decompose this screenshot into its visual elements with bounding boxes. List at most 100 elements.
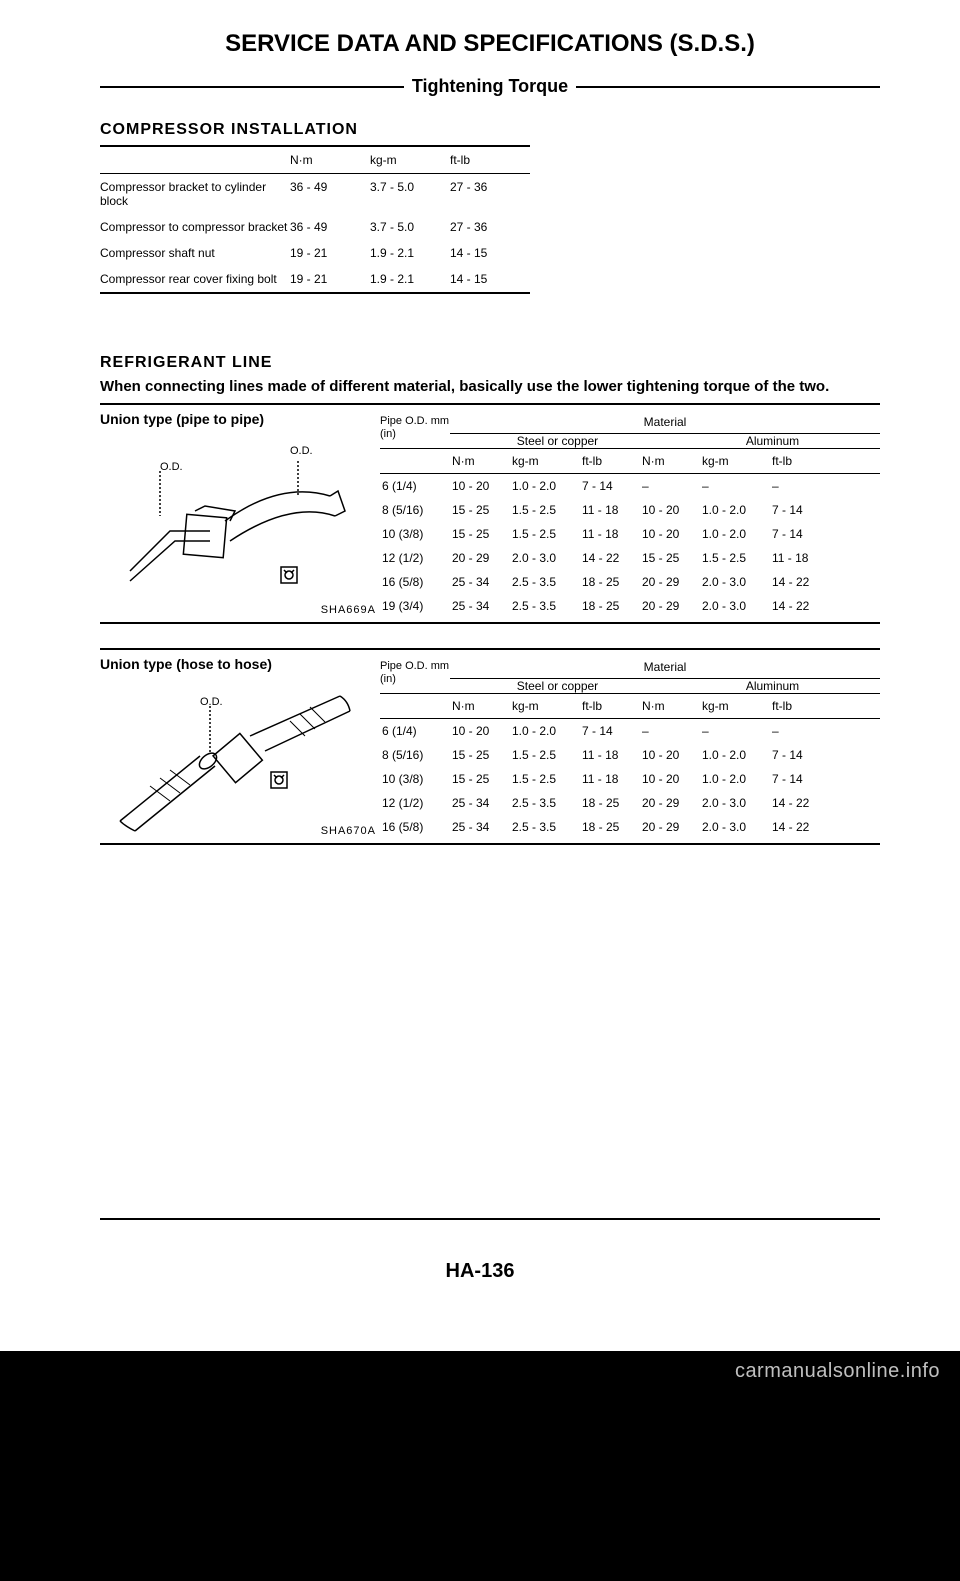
od-text: O.D. <box>160 461 183 473</box>
cell-size: 6 (1/4) <box>380 719 450 743</box>
cell-a-ftlb: 7 - 14 <box>770 498 830 522</box>
torque-icon <box>270 771 288 789</box>
cell-a-ftlb: 14 - 22 <box>770 791 830 815</box>
cell-a-ftlb: 7 - 14 <box>770 743 830 767</box>
cell-s-nm: 15 - 25 <box>450 522 510 546</box>
cell-size: 8 (5/16) <box>380 498 450 522</box>
cell-s-nm: 25 - 34 <box>450 815 510 839</box>
figure-ref: SHA669A <box>321 604 376 616</box>
unit-kgm: kg-m <box>510 694 580 718</box>
col-ftlb: ft-lb <box>450 153 530 167</box>
table-row: 10 (3/8)15 - 251.5 - 2.511 - 1810 - 201.… <box>380 522 880 546</box>
page-title: SERVICE DATA AND SPECIFICATIONS (S.D.S.) <box>100 30 880 58</box>
cell-s-nm: 25 - 34 <box>450 570 510 594</box>
cell-nm: 19 - 21 <box>290 272 370 286</box>
cell-a-kgm: – <box>700 474 770 498</box>
cell-a-nm: 10 - 20 <box>640 522 700 546</box>
table-row: Compressor to compressor bracket36 - 493… <box>100 214 530 240</box>
cell-s-kgm: 1.5 - 2.5 <box>510 743 580 767</box>
cell-a-ftlb: 14 - 22 <box>770 815 830 839</box>
cell-ftlb: 27 - 36 <box>450 180 530 208</box>
unit-row: N·m kg-m ft-lb N·m kg-m ft-lb <box>380 694 880 718</box>
cell-size: 19 (3/4) <box>380 594 450 618</box>
cell-a-kgm: 2.0 - 3.0 <box>700 815 770 839</box>
aluminum-label: Aluminum <box>665 679 880 693</box>
cell-nm: 36 - 49 <box>290 180 370 208</box>
cell-ftlb: 14 - 15 <box>450 246 530 260</box>
cell-s-kgm: 2.5 - 3.5 <box>510 791 580 815</box>
rule-right <box>576 86 880 88</box>
cell-s-ftlb: 11 - 18 <box>580 498 640 522</box>
refrigerant-note: When connecting lines made of different … <box>100 378 880 395</box>
page-number: HA-136 <box>0 1260 960 1283</box>
cell-kgm: 3.7 - 5.0 <box>370 220 450 234</box>
bottom-rule <box>100 1218 880 1220</box>
steel-label: Steel or copper <box>450 679 665 693</box>
cell-s-ftlb: 18 - 25 <box>580 815 640 839</box>
cell-s-ftlb: 11 - 18 <box>580 522 640 546</box>
cell-label: Compressor to compressor bracket <box>100 220 290 234</box>
cell-s-kgm: 2.5 - 3.5 <box>510 570 580 594</box>
aluminum-label: Aluminum <box>665 434 880 448</box>
union-pipe-block: Union type (pipe to pipe) O.D. O.D. <box>100 411 880 618</box>
cell-s-ftlb: 18 - 25 <box>580 791 640 815</box>
cell-label: Compressor bracket to cylinder block <box>100 180 290 208</box>
rule-left <box>100 86 404 88</box>
hose-data: Pipe O.D. mm (in) Material Steel or copp… <box>380 656 880 839</box>
cell-a-kgm: 1.0 - 2.0 <box>700 743 770 767</box>
cell-s-ftlb: 11 - 18 <box>580 743 640 767</box>
cell-label: Compressor shaft nut <box>100 246 290 260</box>
table-row: 16 (5/8)25 - 342.5 - 3.518 - 2520 - 292.… <box>380 570 880 594</box>
od-label: O.D. <box>290 445 313 457</box>
cell-s-kgm: 1.5 - 2.5 <box>510 767 580 791</box>
table-row: 12 (1/2)25 - 342.5 - 3.518 - 2520 - 292.… <box>380 791 880 815</box>
black-strip <box>0 1351 960 1581</box>
cell-a-kgm: 1.0 - 2.0 <box>700 522 770 546</box>
compressor-table: N·m kg-m ft-lb Compressor bracket to cyl… <box>100 145 530 294</box>
cell-a-kgm: 2.0 - 3.0 <box>700 791 770 815</box>
watermark: carmanualsonline.info <box>735 1360 940 1383</box>
table-row: 6 (1/4)10 - 201.0 - 2.07 - 14––– <box>380 474 880 498</box>
cell-size: 10 (3/8) <box>380 767 450 791</box>
unit-kgm: kg-m <box>700 449 770 473</box>
col-kgm: kg-m <box>370 153 450 167</box>
torque-icon <box>280 566 298 584</box>
od-label-2: O.D. <box>160 461 183 473</box>
subtitle: Tightening Torque <box>404 76 576 97</box>
cell-s-ftlb: 7 - 14 <box>580 474 640 498</box>
table-row: 12 (1/2)20 - 292.0 - 3.014 - 2215 - 251.… <box>380 546 880 570</box>
table-row: 8 (5/16)15 - 251.5 - 2.511 - 1810 - 201.… <box>380 743 880 767</box>
page: SERVICE DATA AND SPECIFICATIONS (S.D.S.)… <box>0 0 960 1581</box>
unit-kgm: kg-m <box>700 694 770 718</box>
refrigerant-heading: REFRIGERANT LINE <box>100 354 880 372</box>
pipe-data: Pipe O.D. mm (in) Material Steel or copp… <box>380 411 880 618</box>
cell-a-nm: – <box>640 474 700 498</box>
pipe-od-label: Pipe O.D. mm (in) <box>380 656 450 693</box>
col-nm: N·m <box>290 153 370 167</box>
subtitle-row: Tightening Torque <box>100 76 880 97</box>
unit-ftlb: ft-lb <box>580 449 640 473</box>
rule <box>100 403 880 405</box>
table-row: Compressor rear cover fixing bolt19 - 21… <box>100 266 530 292</box>
cell-s-ftlb: 11 - 18 <box>580 767 640 791</box>
table-row: 19 (3/4)25 - 342.5 - 3.518 - 2520 - 292.… <box>380 594 880 618</box>
union-hose-title: Union type (hose to hose) <box>100 656 272 672</box>
pipe-figure: Union type (pipe to pipe) O.D. O.D. <box>100 411 380 618</box>
cell-label: Compressor rear cover fixing bolt <box>100 272 290 286</box>
cell-size: 8 (5/16) <box>380 743 450 767</box>
content-area: SERVICE DATA AND SPECIFICATIONS (S.D.S.)… <box>100 30 880 845</box>
union-hose-block: Union type (hose to hose) O.D. <box>100 656 880 839</box>
cell-a-ftlb: 7 - 14 <box>770 767 830 791</box>
unit-ftlb: ft-lb <box>770 694 830 718</box>
unit-row: N·m kg-m ft-lb N·m kg-m ft-lb <box>380 449 880 473</box>
material-label: Material <box>450 411 880 433</box>
cell-s-nm: 20 - 29 <box>450 546 510 570</box>
cell-s-ftlb: 7 - 14 <box>580 719 640 743</box>
col-blank <box>100 153 290 167</box>
table-row: Compressor shaft nut19 - 211.9 - 2.114 -… <box>100 240 530 266</box>
unit-nm: N·m <box>640 449 700 473</box>
cell-a-nm: 20 - 29 <box>640 791 700 815</box>
cell-size: 12 (1/2) <box>380 546 450 570</box>
pipe-union-icon <box>100 441 360 591</box>
hose-union-icon <box>100 686 360 836</box>
